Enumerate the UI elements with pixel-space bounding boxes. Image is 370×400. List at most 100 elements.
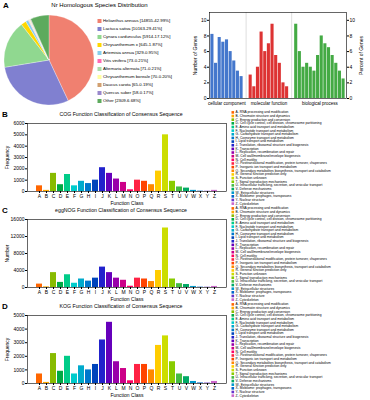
svg-text:6000: 6000 xyxy=(13,120,24,126)
svg-text:J: J xyxy=(101,289,104,295)
svg-text:K: K xyxy=(108,385,112,391)
svg-text:Q: Q xyxy=(150,289,154,295)
svg-text:F: F xyxy=(73,289,76,295)
svg-text:U: U xyxy=(178,289,182,295)
svg-text:R: R xyxy=(157,289,161,295)
svg-text:Function Class: Function Class xyxy=(110,392,144,398)
svg-text:Quercus suber [58-0.17%]: Quercus suber [58-0.17%] xyxy=(103,90,153,95)
svg-text:E: E xyxy=(66,193,70,199)
svg-text:R: R xyxy=(157,193,161,199)
svg-text:H: H xyxy=(87,289,91,295)
svg-text:16000: 16000 xyxy=(11,216,25,222)
svg-text:D: D xyxy=(59,385,63,391)
svg-text:4000: 4000 xyxy=(13,143,24,149)
svg-text:L: L xyxy=(115,289,118,295)
svg-text:S: S xyxy=(164,193,168,199)
svg-text:Q: Q xyxy=(150,385,154,391)
svg-text:X: X xyxy=(199,193,203,199)
svg-text:Artemisia annua [329-0.95%]: Artemisia annua [329-0.95%] xyxy=(103,50,158,55)
svg-text:O: O xyxy=(136,193,140,199)
svg-text:T: T xyxy=(171,385,174,391)
svg-text:1000: 1000 xyxy=(13,177,24,183)
svg-text:4000: 4000 xyxy=(13,326,24,332)
svg-text:Cynara cardunculus [5914-17.12: Cynara cardunculus [5914-17.12%] xyxy=(103,34,170,39)
svg-text:Number: Number xyxy=(4,244,10,262)
svg-text:O: O xyxy=(136,289,140,295)
svg-text:0: 0 xyxy=(22,380,25,386)
svg-text:Lactuca sativa [10163-29.41%]: Lactuca sativa [10163-29.41%] xyxy=(103,26,162,31)
svg-text:8000: 8000 xyxy=(13,250,24,256)
svg-text:A: A xyxy=(38,193,42,199)
svg-text:G: G xyxy=(80,289,84,295)
svg-text:P: P xyxy=(143,193,147,199)
svg-text:Y: Y xyxy=(206,385,210,391)
svg-text:10: 10 xyxy=(201,17,207,23)
svg-text:2: 2 xyxy=(204,79,207,85)
svg-text:J: J xyxy=(101,193,104,199)
svg-text:T: T xyxy=(171,289,174,295)
svg-text:Z: Z xyxy=(213,193,216,199)
svg-text:Function Class: Function Class xyxy=(110,296,144,302)
svg-text:5000: 5000 xyxy=(13,131,24,137)
svg-text:Z- Cytoskeleton: Z- Cytoskeleton xyxy=(236,202,259,206)
svg-text:Y: Y xyxy=(206,193,210,199)
svg-text:Y: Y xyxy=(206,289,210,295)
svg-text:3000: 3000 xyxy=(13,339,24,345)
svg-text:L: L xyxy=(115,385,118,391)
svg-text:T: T xyxy=(171,193,174,199)
svg-text:U: U xyxy=(178,385,182,391)
svg-text:W: W xyxy=(191,289,196,295)
svg-text:S: S xyxy=(164,385,168,391)
svg-text:P: P xyxy=(143,385,147,391)
svg-text:6: 6 xyxy=(350,48,353,54)
svg-text:M: M xyxy=(121,289,125,295)
svg-text:Z- Cytoskeleton: Z- Cytoskeleton xyxy=(236,394,259,398)
svg-text:Frequency: Frequency xyxy=(4,145,10,169)
svg-text:4000: 4000 xyxy=(13,267,24,273)
svg-text:0: 0 xyxy=(204,95,207,101)
svg-text:G: G xyxy=(80,193,84,199)
svg-text:Function Class: Function Class xyxy=(110,200,144,206)
svg-text:J: J xyxy=(101,385,104,391)
svg-text:M: M xyxy=(121,193,125,199)
svg-text:2: 2 xyxy=(350,79,353,85)
svg-text:H: H xyxy=(87,193,91,199)
svg-text:Chrysanthemum boreale [70-0.20: Chrysanthemum boreale [70-0.20%] xyxy=(103,74,172,79)
svg-text:L: L xyxy=(115,193,118,199)
svg-text:I: I xyxy=(95,385,96,391)
svg-text:Daucus carota [65-0.19%]: Daucus carota [65-0.19%] xyxy=(103,82,153,87)
svg-text:R: R xyxy=(157,385,161,391)
svg-text:I: I xyxy=(95,193,96,199)
svg-text:K: K xyxy=(108,289,112,295)
svg-text:D: D xyxy=(59,289,63,295)
svg-text:K: K xyxy=(108,193,112,199)
svg-text:2000: 2000 xyxy=(13,353,24,359)
svg-text:6: 6 xyxy=(204,48,207,54)
svg-text:cellular component: cellular component xyxy=(208,101,247,106)
svg-text:F: F xyxy=(73,193,76,199)
svg-text:molecular function: molecular function xyxy=(251,101,288,106)
svg-text:E: E xyxy=(66,385,70,391)
svg-text:N: N xyxy=(129,289,133,295)
svg-text:D: D xyxy=(59,193,63,199)
svg-text:1000: 1000 xyxy=(13,367,24,373)
svg-text:V: V xyxy=(185,385,189,391)
svg-text:Other [2309-6.68%]: Other [2309-6.68%] xyxy=(103,98,141,103)
svg-text:C: C xyxy=(52,385,56,391)
svg-text:8: 8 xyxy=(204,33,207,39)
svg-text:V: V xyxy=(185,193,189,199)
svg-text:U: U xyxy=(178,193,182,199)
svg-text:X: X xyxy=(199,289,203,295)
svg-text:S: S xyxy=(164,289,168,295)
svg-text:P: P xyxy=(143,289,147,295)
svg-text:M: M xyxy=(121,385,125,391)
svg-text:W: W xyxy=(191,193,196,199)
svg-text:Vitis vinifera [73-0.21%]: Vitis vinifera [73-0.21%] xyxy=(103,58,148,63)
svg-text:2000: 2000 xyxy=(13,165,24,171)
svg-text:B: B xyxy=(45,385,49,391)
svg-text:V: V xyxy=(185,289,189,295)
svg-text:Percent of Genes: Percent of Genes xyxy=(358,36,364,75)
svg-text:8: 8 xyxy=(350,33,353,39)
svg-text:N: N xyxy=(129,385,133,391)
svg-text:Alternaria alternata [71-0.21%: Alternaria alternata [71-0.21%] xyxy=(103,66,161,71)
